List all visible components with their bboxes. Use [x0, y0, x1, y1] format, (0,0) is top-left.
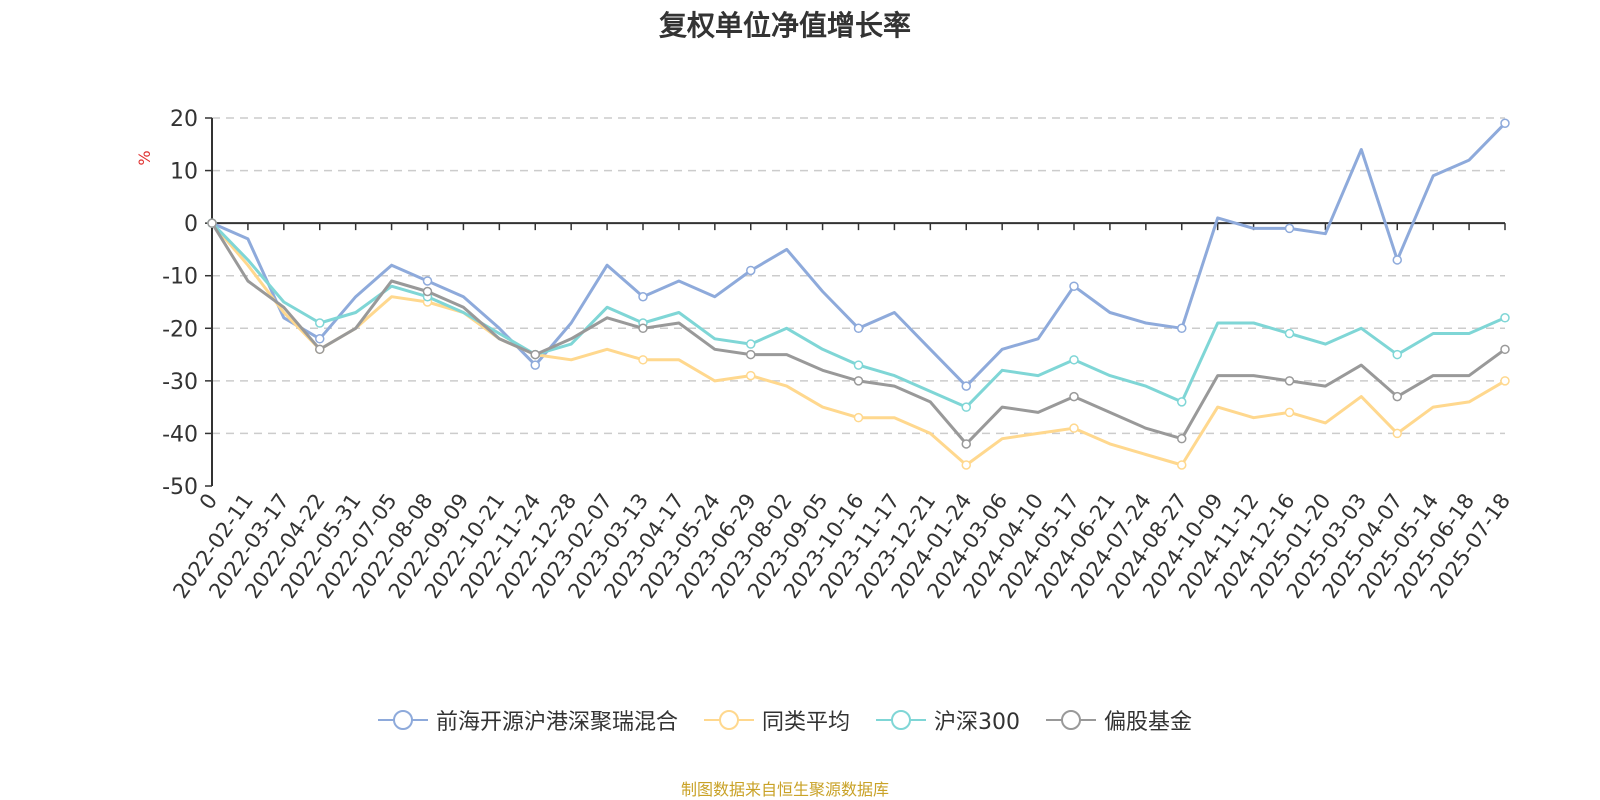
legend-item-2[interactable]: 沪深300 [876, 704, 1020, 736]
data-point [315, 334, 325, 344]
data-point [1177, 323, 1187, 334]
y-tick-label: 0 [184, 212, 198, 237]
data-point [422, 276, 433, 286]
data-point [1177, 460, 1187, 470]
series-line-1 [210, 222, 1506, 467]
legend-swatch-icon [1046, 710, 1096, 730]
data-point [853, 323, 864, 334]
line-chart: 20 10 0 -10 -20 -30 -40 -50 02022-02-112022-03-… [135, 107, 1515, 603]
data-point [1284, 407, 1295, 418]
source-note: 制图数据来自恒生聚源数据库 [680, 780, 889, 799]
legend-item-3[interactable]: 偏股基金 [1046, 704, 1192, 736]
data-point [638, 291, 648, 302]
x-tick-label: 0 [195, 489, 222, 514]
data-point [1284, 376, 1295, 386]
data-point [746, 370, 756, 381]
data-point [853, 360, 864, 370]
data-point [638, 355, 648, 365]
data-point [1500, 118, 1510, 129]
data-point [422, 286, 433, 297]
data-point [961, 439, 971, 449]
y-tick-label: -30 [162, 370, 198, 395]
data-point [1500, 376, 1510, 386]
data-point [1069, 391, 1079, 402]
series-lines [207, 118, 1510, 470]
legend-swatch-icon [377, 710, 428, 730]
y-tick-label: -20 [162, 317, 198, 342]
legend-label: 同类平均 [761, 710, 850, 735]
data-point [746, 265, 756, 276]
chart-title: 复权单位净值增长率 [658, 9, 911, 42]
data-point [1500, 344, 1510, 355]
data-point [1069, 281, 1079, 291]
data-point [961, 460, 971, 470]
data-point [853, 412, 864, 423]
data-point [530, 349, 540, 360]
y-axis-label: % [135, 150, 154, 165]
data-point [1392, 349, 1402, 360]
axes [205, 117, 1506, 487]
y-tick-label: -10 [162, 265, 198, 290]
x-tick-labels: 02022-02-112022-03-172022-04-222022-05-3… [168, 489, 1515, 603]
series-line-0 [211, 122, 1507, 388]
legend-label: 偏股基金 [1104, 710, 1193, 735]
data-point [530, 360, 540, 370]
legend-swatch-icon [703, 710, 754, 730]
y-tick-label: -40 [162, 422, 198, 447]
series-line-3 [210, 222, 1506, 446]
y-tick-labels: 20 10 0 -10 -20 -30 -40 -50 [162, 107, 198, 500]
data-point [207, 218, 217, 228]
data-point [1177, 433, 1187, 444]
data-point [1284, 328, 1295, 339]
legend-item-1[interactable]: 同类平均 [703, 704, 850, 736]
data-point [853, 376, 864, 386]
y-tick-label: -50 [162, 475, 198, 500]
data-point [1177, 397, 1187, 407]
legend-label: 沪深300 [934, 710, 1020, 735]
legend-swatch-icon [876, 710, 926, 730]
y-tick-label: 20 [170, 107, 198, 132]
data-point [1284, 223, 1295, 234]
y-tick-label: 10 [170, 160, 198, 185]
grid-lines [212, 117, 1505, 435]
data-point [746, 349, 756, 360]
data-point [1069, 423, 1079, 433]
data-point [638, 323, 648, 334]
legend-label: 前海开源沪港深聚瑞混合 [435, 710, 678, 735]
legend: 前海开源沪港深聚瑞混合 同类平均 沪深300 偏股基金 [0, 704, 1570, 736]
data-point [1069, 355, 1079, 365]
data-point [961, 381, 971, 391]
data-point [315, 318, 325, 328]
data-point [1392, 428, 1402, 439]
data-point [746, 339, 756, 349]
data-point [961, 402, 971, 412]
data-point [1500, 313, 1510, 323]
data-point [1392, 391, 1402, 402]
data-point [1392, 255, 1402, 265]
legend-item-0[interactable]: 前海开源沪港深聚瑞混合 [377, 704, 678, 736]
data-point [315, 344, 325, 355]
